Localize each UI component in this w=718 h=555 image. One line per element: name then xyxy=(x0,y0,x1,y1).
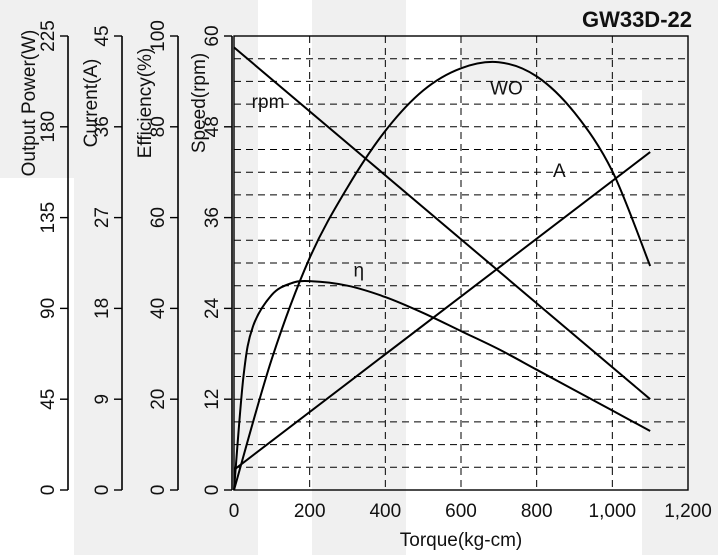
y-axis-tick-label: 20 xyxy=(148,389,169,410)
y-axis-tick-label: 0 xyxy=(202,485,223,496)
y-axis-title: Speed(rpm) xyxy=(189,53,210,153)
y-axis-tick-label: 0 xyxy=(38,485,59,496)
series-label: A xyxy=(553,161,566,182)
y-axis-tick-label: 225 xyxy=(38,20,59,52)
curves xyxy=(233,46,652,491)
y-axis-tick-label: 9 xyxy=(92,394,113,405)
x-axis-title: Torque(kg-cm) xyxy=(400,530,522,551)
x-axis-tick-label: 1,200 xyxy=(664,501,712,522)
y-axis-tick-label: 18 xyxy=(92,298,113,319)
y-axis-title: Current(A) xyxy=(81,59,102,148)
plot-frame xyxy=(233,35,689,491)
y-axis-title: Efficiency(%) xyxy=(135,48,156,159)
series-line-wo xyxy=(233,60,652,491)
x-axis-tick-label: 600 xyxy=(445,501,477,522)
y-axis-tick-label: 45 xyxy=(92,25,113,46)
background-band xyxy=(312,0,406,555)
y-axis-tick-label: 90 xyxy=(38,298,59,319)
series-line-efficiency xyxy=(233,280,651,491)
series-label: rpm xyxy=(252,92,285,113)
background-band xyxy=(74,0,258,555)
y-axis-tick-label: 12 xyxy=(202,389,223,410)
x-axis-tick-label: 200 xyxy=(294,501,326,522)
x-axis-tick-label: 1,000 xyxy=(589,501,637,522)
y-axis-tick-label: 0 xyxy=(148,485,169,496)
y-axis-tick-label: 80 xyxy=(148,116,169,137)
y-axis-tick-label: 36 xyxy=(92,116,113,137)
chart-title: GW33D-22 xyxy=(582,7,692,32)
series-label: WO xyxy=(490,79,523,100)
y-axis-tick-label: 60 xyxy=(148,207,169,228)
y-axis-tick-label: 60 xyxy=(202,25,223,46)
y-axis-tick-label: 45 xyxy=(38,389,59,410)
y-axis-tick-label: 180 xyxy=(38,111,59,143)
x-axis-tick-label: 0 xyxy=(229,501,240,522)
y-axis-tick-label: 0 xyxy=(92,485,113,496)
x-axis-tick-label: 800 xyxy=(521,501,553,522)
background-band xyxy=(642,0,718,555)
y-axis-tick-label: 36 xyxy=(202,207,223,228)
axes xyxy=(60,35,233,491)
y-axis-tick-label: 135 xyxy=(38,202,59,234)
y-axis-tick-label: 27 xyxy=(92,207,113,228)
x-axis-tick-label: 400 xyxy=(369,501,401,522)
y-axis-tick-label: 48 xyxy=(202,116,223,137)
y-axis-title: Output Power(W) xyxy=(19,30,40,177)
series-label: η xyxy=(354,261,365,282)
series-line-rpm xyxy=(233,46,651,400)
series-line-a xyxy=(233,151,651,471)
y-axis-tick-label: 100 xyxy=(148,20,169,52)
y-axis-tick-label: 40 xyxy=(148,298,169,319)
grid xyxy=(233,35,689,491)
y-axis-tick-label: 24 xyxy=(202,297,223,319)
